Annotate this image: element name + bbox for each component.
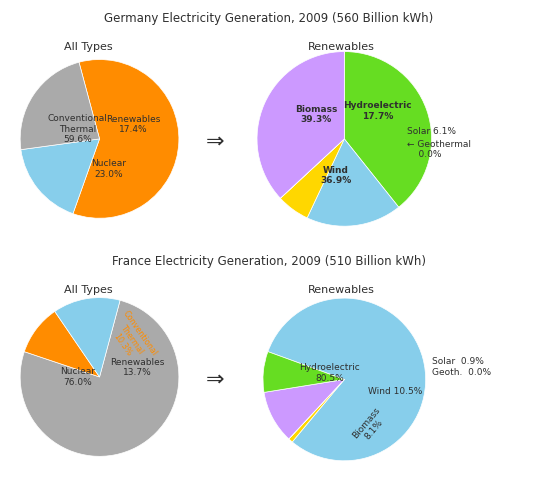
Wedge shape [307, 139, 399, 226]
Wedge shape [264, 379, 344, 439]
Wedge shape [20, 300, 179, 456]
Text: France Electricity Generation, 2009 (510 Billion kWh): France Electricity Generation, 2009 (510… [112, 255, 426, 268]
Wedge shape [257, 52, 344, 198]
Wedge shape [289, 379, 344, 442]
Wedge shape [268, 298, 426, 461]
Text: Renewables: Renewables [308, 285, 375, 295]
Wedge shape [73, 60, 179, 218]
Text: Geoth.  0.0%: Geoth. 0.0% [432, 369, 491, 377]
Text: ⇒: ⇒ [206, 370, 224, 389]
Text: Biomass
39.3%: Biomass 39.3% [295, 105, 337, 124]
Wedge shape [344, 52, 431, 207]
Text: Solar 6.1%: Solar 6.1% [407, 127, 456, 136]
Text: Solar  0.9%: Solar 0.9% [432, 357, 484, 366]
Wedge shape [20, 62, 100, 150]
Text: All Types: All Types [65, 42, 113, 52]
Text: Renewables: Renewables [308, 42, 375, 52]
Wedge shape [21, 139, 100, 214]
Wedge shape [263, 352, 344, 392]
Wedge shape [280, 139, 344, 198]
Text: ⇒: ⇒ [206, 131, 224, 151]
Wedge shape [280, 139, 344, 218]
Text: Biomass
8.1%: Biomass 8.1% [351, 406, 390, 447]
Wedge shape [289, 379, 344, 439]
Text: Wind
36.9%: Wind 36.9% [320, 166, 351, 185]
Wedge shape [24, 311, 100, 377]
Text: All Types: All Types [65, 285, 113, 295]
Text: Wind 10.5%: Wind 10.5% [367, 387, 422, 396]
Text: ← Geothermal
    0.0%: ← Geothermal 0.0% [407, 140, 471, 159]
Text: Renewables
17.4%: Renewables 17.4% [105, 115, 160, 134]
Wedge shape [55, 298, 120, 377]
Text: Hydroelectric
80.5%: Hydroelectric 80.5% [299, 363, 360, 382]
Text: Renewables
13.7%: Renewables 13.7% [110, 358, 165, 377]
Text: Germany Electricity Generation, 2009 (560 Billion kWh): Germany Electricity Generation, 2009 (56… [104, 12, 434, 25]
Text: Nuclear
23.0%: Nuclear 23.0% [91, 159, 126, 179]
Text: Conventional
Thermal
10.3%: Conventional Thermal 10.3% [104, 309, 159, 369]
Text: Hydroelectric
17.7%: Hydroelectric 17.7% [343, 101, 412, 121]
Text: Conventional
Thermal
59.6%: Conventional Thermal 59.6% [47, 115, 107, 144]
Text: Nuclear
76.0%: Nuclear 76.0% [60, 367, 95, 387]
